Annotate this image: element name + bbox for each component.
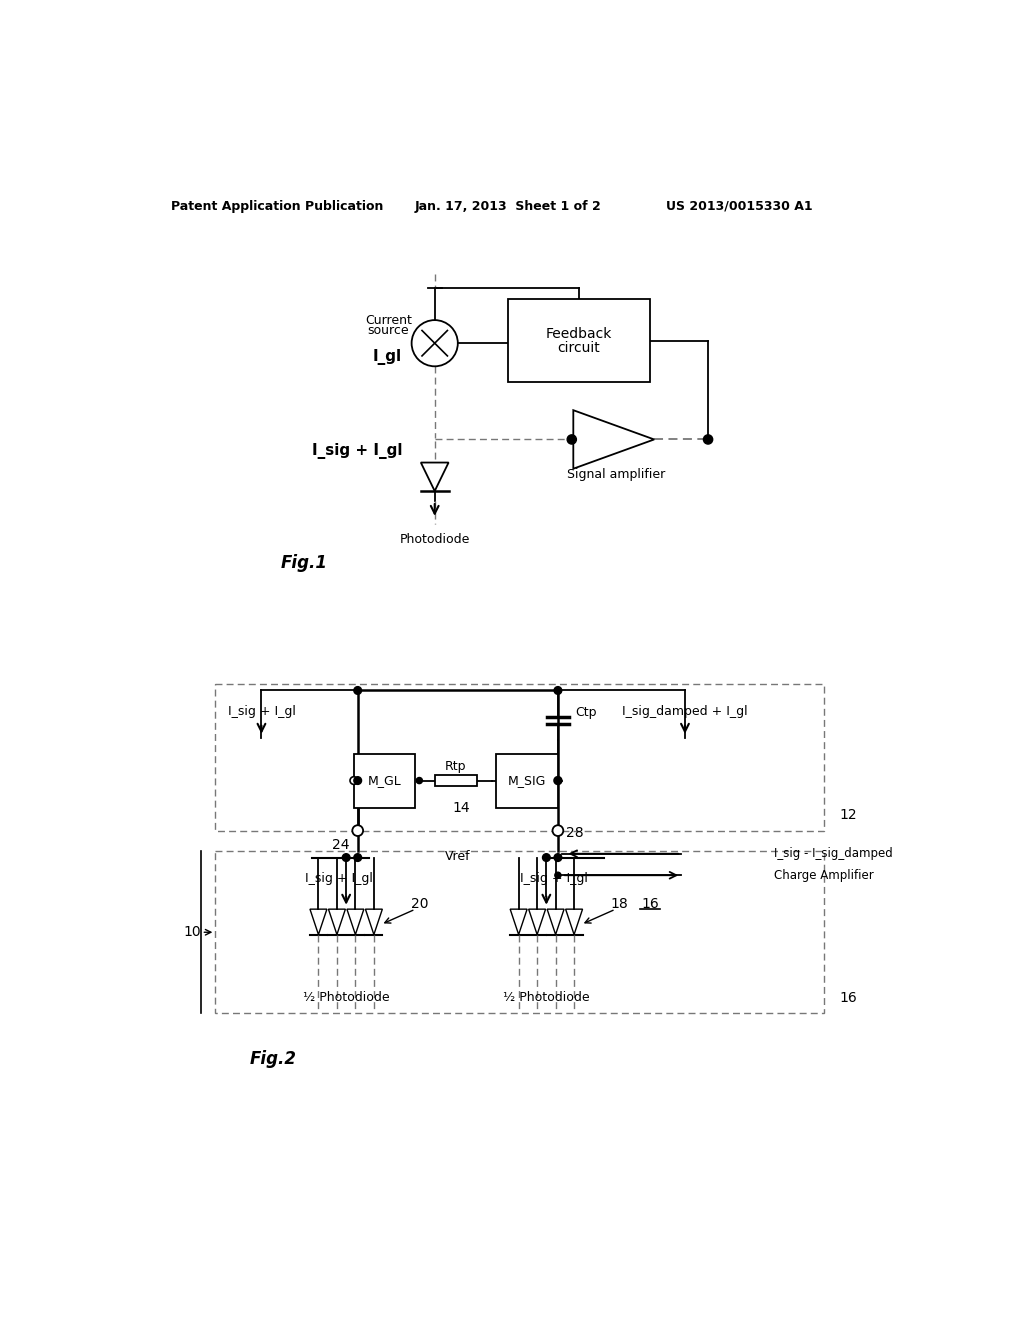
Circle shape: [567, 434, 577, 444]
Text: I_sig + I_gl: I_sig + I_gl: [312, 444, 403, 459]
Text: 18: 18: [610, 896, 629, 911]
Text: I_sig + I_gl: I_sig + I_gl: [227, 705, 295, 718]
Circle shape: [554, 776, 562, 784]
Text: Current: Current: [366, 314, 412, 326]
Circle shape: [555, 873, 561, 878]
Text: Signal amplifier: Signal amplifier: [566, 467, 665, 480]
Text: 16: 16: [641, 896, 659, 911]
Text: Vref: Vref: [445, 850, 471, 863]
Text: circuit: circuit: [558, 341, 600, 355]
Text: 16: 16: [839, 991, 857, 1005]
Text: I_sig + I_gl: I_sig + I_gl: [520, 871, 588, 884]
Text: Fig.2: Fig.2: [250, 1051, 297, 1068]
Text: 10: 10: [183, 925, 201, 940]
Text: M_GL: M_GL: [368, 774, 401, 787]
Bar: [508, 300, 650, 383]
Circle shape: [543, 854, 550, 862]
Text: M_SIG: M_SIG: [508, 774, 546, 787]
Text: 20: 20: [411, 896, 428, 911]
Text: I_sig_damped + I_gl: I_sig_damped + I_gl: [623, 705, 748, 718]
Circle shape: [554, 686, 562, 694]
Text: I_sig - I_sig_damped: I_sig - I_sig_damped: [773, 847, 892, 861]
Circle shape: [354, 854, 361, 862]
Bar: [354, 754, 416, 808]
Circle shape: [555, 777, 561, 784]
Text: Feedback: Feedback: [546, 327, 612, 341]
Bar: [497, 754, 558, 808]
Circle shape: [354, 776, 361, 784]
Text: Jan. 17, 2013  Sheet 1 of 2: Jan. 17, 2013 Sheet 1 of 2: [415, 199, 601, 213]
Circle shape: [554, 854, 562, 862]
Circle shape: [352, 825, 364, 836]
Circle shape: [412, 321, 458, 367]
Text: Rtp: Rtp: [445, 760, 467, 774]
Bar: [215, 684, 823, 830]
Text: 14: 14: [453, 800, 470, 814]
Circle shape: [703, 434, 713, 444]
Text: ½ Photodiode: ½ Photodiode: [303, 991, 389, 1005]
Bar: [435, 775, 477, 785]
Circle shape: [350, 776, 357, 784]
Text: Fig.1: Fig.1: [281, 553, 328, 572]
Circle shape: [416, 777, 422, 784]
Text: 28: 28: [566, 826, 584, 841]
Text: 12: 12: [839, 808, 857, 822]
Text: Charge Amplifier: Charge Amplifier: [773, 869, 873, 882]
Circle shape: [553, 825, 563, 836]
Text: US 2013/0015330 A1: US 2013/0015330 A1: [666, 199, 812, 213]
Text: Patent Application Publication: Patent Application Publication: [171, 199, 383, 213]
Text: I_sig + I_gl: I_sig + I_gl: [304, 871, 373, 884]
Text: source: source: [368, 325, 410, 338]
Bar: [215, 851, 823, 1014]
Text: ½ Photodiode: ½ Photodiode: [503, 991, 590, 1005]
Text: 24: 24: [332, 838, 349, 851]
Text: Photodiode: Photodiode: [399, 533, 470, 546]
Circle shape: [342, 854, 350, 862]
Text: Ctp: Ctp: [574, 706, 596, 719]
Circle shape: [354, 686, 361, 694]
Text: I_gl: I_gl: [373, 348, 401, 366]
